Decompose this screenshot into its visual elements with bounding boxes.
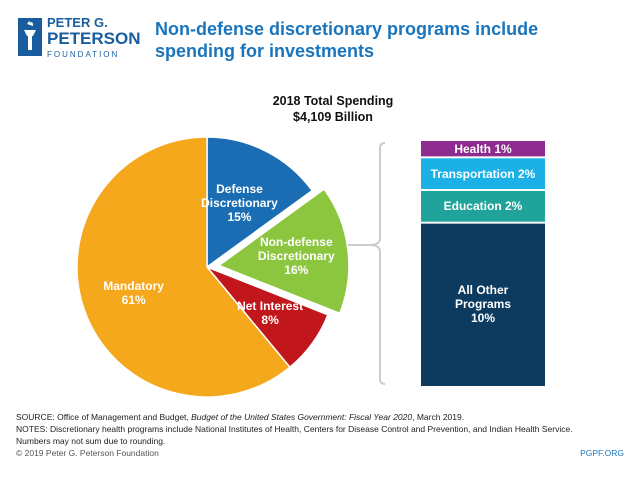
segment-label: All Other Programs 10% xyxy=(443,283,523,325)
slice-name: Defense Discretionary xyxy=(201,182,278,211)
slice-label: Mandatory 61% xyxy=(86,279,181,307)
copyright: © 2019 Peter G. Peterson Foundation xyxy=(16,448,159,458)
slice-value: 61% xyxy=(121,293,146,308)
slice-value: 15% xyxy=(227,210,252,225)
slice-value: 8% xyxy=(261,312,279,327)
source-text: , March 2019. xyxy=(412,412,465,422)
segment-label: Transportation 2% xyxy=(423,167,543,181)
segment-label: Education 2% xyxy=(423,199,543,213)
segment-name: Education xyxy=(443,199,502,214)
pie-subtitle: $4,109 Billion xyxy=(293,110,373,124)
segment-name: Health xyxy=(454,142,491,157)
pie-slice xyxy=(76,136,291,398)
segment-name: All Other Programs xyxy=(454,283,512,312)
logo-line: FOUNDATION xyxy=(47,50,120,59)
source: SOURCE: Office of Management and Budget,… xyxy=(16,412,464,422)
slice-value: 16% xyxy=(284,262,309,277)
pie-slice xyxy=(217,188,350,315)
bracket xyxy=(345,142,386,385)
segment-name: Transportation xyxy=(430,166,515,181)
bar-segment xyxy=(421,191,545,222)
segment-value: 2% xyxy=(505,199,523,214)
pie-heading: 2018 Total Spending $4,109 Billion xyxy=(233,93,433,125)
bar-segment xyxy=(421,141,545,157)
slice-label: Non-defense Discretionary 16% xyxy=(249,235,344,277)
bar-segment xyxy=(421,223,545,386)
logo-line: PETERSON xyxy=(47,29,141,48)
slice-label: Defense Discretionary 15% xyxy=(192,182,287,224)
note: NOTES: Discretionary health programs inc… xyxy=(16,424,573,434)
title: Non-defense discretionary programs inclu… xyxy=(155,19,539,61)
slice-name: Net Interest xyxy=(237,298,304,313)
site: PGPF.ORG xyxy=(580,448,624,458)
pie-title: 2018 Total Spending xyxy=(272,94,394,108)
slice-name: Mandatory xyxy=(103,279,164,294)
source-text: SOURCE: Office of Management and Budget, xyxy=(16,412,192,422)
segment-value: 2% xyxy=(518,166,536,181)
segment-value: 10% xyxy=(470,311,496,326)
bar-segment xyxy=(421,158,545,189)
logo-line: PETER G. xyxy=(47,15,108,30)
slice-label: Net Interest 8% xyxy=(223,299,318,327)
slice-name: Non-defense Discretionary xyxy=(257,234,335,263)
source-text: Budget of the United States Government: … xyxy=(191,412,413,422)
segment-label: Health 1% xyxy=(423,142,543,156)
note: Numbers may not sum due to rounding. xyxy=(16,436,166,446)
logo-text: PETER G. PETERSON FOUNDATION xyxy=(47,16,141,62)
logo-torch xyxy=(24,21,36,50)
segment-value: 1% xyxy=(494,142,512,157)
pie-slice xyxy=(206,136,314,269)
